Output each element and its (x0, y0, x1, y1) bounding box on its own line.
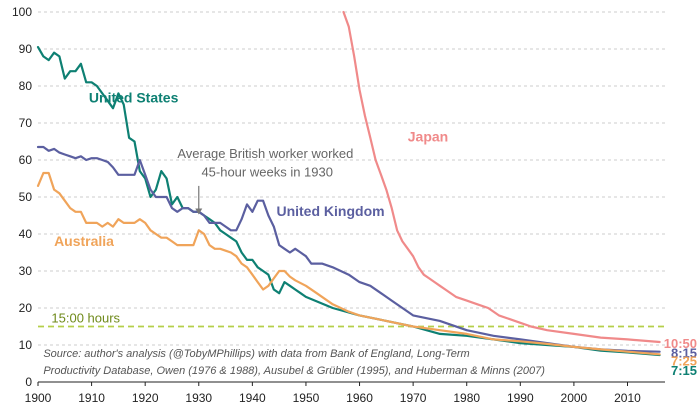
reference-line-label: 15:00 hours (51, 311, 120, 326)
end-label-8-15: 8:15 (671, 345, 697, 360)
gridlines (38, 11, 665, 383)
end-label-10-50: 10:50 (664, 336, 697, 351)
annotation-line-2: 45-hour weeks in 1930 (201, 165, 333, 180)
source-note-line-1: Source: author's analysis (@TobyMPhillip… (43, 348, 469, 360)
x-tick-1930: 1930 (185, 391, 212, 405)
x-tick-1960: 1960 (346, 391, 373, 405)
series-label-japan: Japan (408, 129, 448, 145)
annotation-line-1: Average British worker worked (177, 146, 353, 161)
x-tick-1900: 1900 (25, 391, 52, 405)
y-tick-10: 10 (19, 338, 33, 352)
y-tick-80: 80 (19, 79, 33, 93)
x-tick-1980: 1980 (453, 391, 480, 405)
end-label-7-15: 7:15 (671, 363, 697, 378)
y-tick-90: 90 (19, 42, 33, 56)
series-lines (36, 10, 661, 357)
y-tick-100: 100 (12, 5, 32, 19)
x-tick-1910: 1910 (78, 391, 105, 405)
series-line-japan (342, 10, 661, 344)
x-tick-1920: 1920 (132, 391, 159, 405)
y-tick-20: 20 (19, 301, 33, 315)
series-line-united-kingdom (36, 145, 661, 353)
y-tick-60: 60 (19, 153, 33, 167)
series-label-australia: Australia (54, 233, 114, 249)
x-tick-1940: 1940 (239, 391, 266, 405)
y-tick-70: 70 (19, 116, 33, 130)
x-axis-ticks: 1900 1910 1920 1930 1940 1950 1960 1970 1980 1990… (25, 382, 641, 405)
x-tick-2000: 2000 (561, 391, 588, 405)
x-tick-1970: 1970 (400, 391, 427, 405)
series-label-united-kingdom: United Kingdom (276, 203, 384, 219)
y-tick-50: 50 (19, 190, 33, 204)
y-tick-40: 40 (19, 227, 33, 241)
x-tick-1990: 1990 (507, 391, 534, 405)
x-tick-1950: 1950 (293, 391, 320, 405)
y-tick-0: 0 (25, 375, 32, 389)
annotation-arrow-head (195, 208, 203, 215)
end-labels: 10:508:157:257:15 (664, 336, 697, 378)
series-label-united-states: United States (89, 90, 179, 106)
end-label-7-25: 7:25 (671, 354, 697, 369)
source-note-line-2: Productivity Database, Owen (1976 & 1988… (43, 365, 545, 377)
y-axis-ticks: 0 10 20 30 40 50 60 70 80 90 100 (12, 5, 32, 389)
y-tick-30: 30 (19, 264, 33, 278)
series-line-australia (36, 171, 661, 356)
x-tick-2010: 2010 (614, 391, 641, 405)
